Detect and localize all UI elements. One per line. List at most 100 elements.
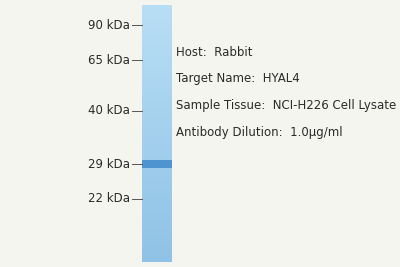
Bar: [142, 174, 172, 175]
Bar: [142, 52, 172, 53]
Text: Antibody Dilution:  1.0μg/ml: Antibody Dilution: 1.0μg/ml: [176, 126, 343, 139]
Bar: [142, 43, 172, 44]
Bar: [142, 103, 172, 104]
Bar: [142, 13, 172, 14]
Bar: [142, 7, 172, 8]
Bar: [142, 217, 172, 218]
Bar: [142, 135, 172, 136]
Bar: [142, 130, 172, 131]
Bar: [142, 123, 172, 124]
Bar: [142, 115, 172, 116]
Bar: [142, 164, 172, 165]
Bar: [142, 95, 172, 96]
Bar: [142, 83, 172, 84]
Bar: [142, 140, 172, 141]
Bar: [142, 214, 172, 215]
Bar: [142, 188, 172, 189]
Bar: [142, 177, 172, 178]
Bar: [142, 152, 172, 153]
Bar: [142, 91, 172, 92]
Bar: [142, 250, 172, 252]
Bar: [142, 245, 172, 246]
Bar: [142, 75, 172, 76]
Bar: [142, 98, 172, 99]
Bar: [142, 34, 172, 35]
Bar: [142, 116, 172, 117]
Bar: [142, 204, 172, 205]
Bar: [142, 134, 172, 135]
Bar: [142, 180, 172, 181]
Bar: [142, 249, 172, 250]
Bar: [142, 28, 172, 29]
Bar: [142, 218, 172, 219]
Bar: [142, 42, 172, 43]
Bar: [142, 12, 172, 13]
Bar: [142, 96, 172, 97]
Bar: [142, 256, 172, 257]
Bar: [142, 10, 172, 11]
Bar: [142, 129, 172, 130]
Bar: [142, 55, 172, 56]
Bar: [142, 120, 172, 121]
Bar: [142, 246, 172, 247]
Bar: [142, 203, 172, 205]
Text: Sample Tissue:  NCI-H226 Cell Lysate: Sample Tissue: NCI-H226 Cell Lysate: [176, 99, 396, 112]
Bar: [142, 19, 172, 21]
Bar: [142, 156, 172, 158]
Bar: [142, 107, 172, 108]
Bar: [142, 21, 172, 22]
Bar: [142, 22, 172, 23]
Bar: [142, 84, 172, 85]
Bar: [142, 138, 172, 139]
Bar: [142, 181, 172, 182]
Bar: [142, 11, 172, 12]
Bar: [142, 9, 172, 10]
Bar: [142, 176, 172, 177]
Bar: [142, 216, 172, 217]
Bar: [142, 6, 172, 7]
Bar: [142, 24, 172, 25]
Bar: [142, 74, 172, 75]
Bar: [142, 121, 172, 122]
Bar: [142, 210, 172, 211]
Bar: [142, 249, 172, 250]
Bar: [142, 71, 172, 72]
Bar: [142, 234, 172, 235]
Bar: [142, 191, 172, 193]
Bar: [142, 254, 172, 255]
Bar: [142, 73, 172, 74]
Bar: [142, 185, 172, 186]
Bar: [142, 143, 172, 145]
Bar: [142, 231, 172, 232]
Bar: [142, 32, 172, 33]
Bar: [142, 258, 172, 259]
Bar: [142, 209, 172, 210]
Bar: [142, 86, 172, 87]
Bar: [142, 65, 172, 66]
Bar: [142, 23, 172, 24]
Bar: [142, 125, 172, 126]
Bar: [142, 66, 172, 67]
Bar: [142, 14, 172, 15]
Bar: [142, 92, 172, 93]
Bar: [142, 48, 172, 49]
Bar: [142, 213, 172, 214]
Bar: [142, 9, 172, 10]
Bar: [142, 230, 172, 231]
Bar: [142, 154, 172, 155]
Text: Host:  Rabbit: Host: Rabbit: [176, 46, 252, 58]
Bar: [142, 138, 172, 139]
Bar: [142, 62, 172, 64]
Bar: [142, 236, 172, 237]
Bar: [142, 49, 172, 50]
Bar: [142, 68, 172, 69]
Bar: [142, 58, 172, 59]
Bar: [142, 106, 172, 107]
Bar: [142, 44, 172, 45]
Bar: [142, 160, 172, 162]
Bar: [142, 195, 172, 196]
Bar: [142, 133, 172, 134]
Bar: [142, 122, 172, 123]
Bar: [142, 173, 172, 175]
Bar: [142, 25, 172, 26]
